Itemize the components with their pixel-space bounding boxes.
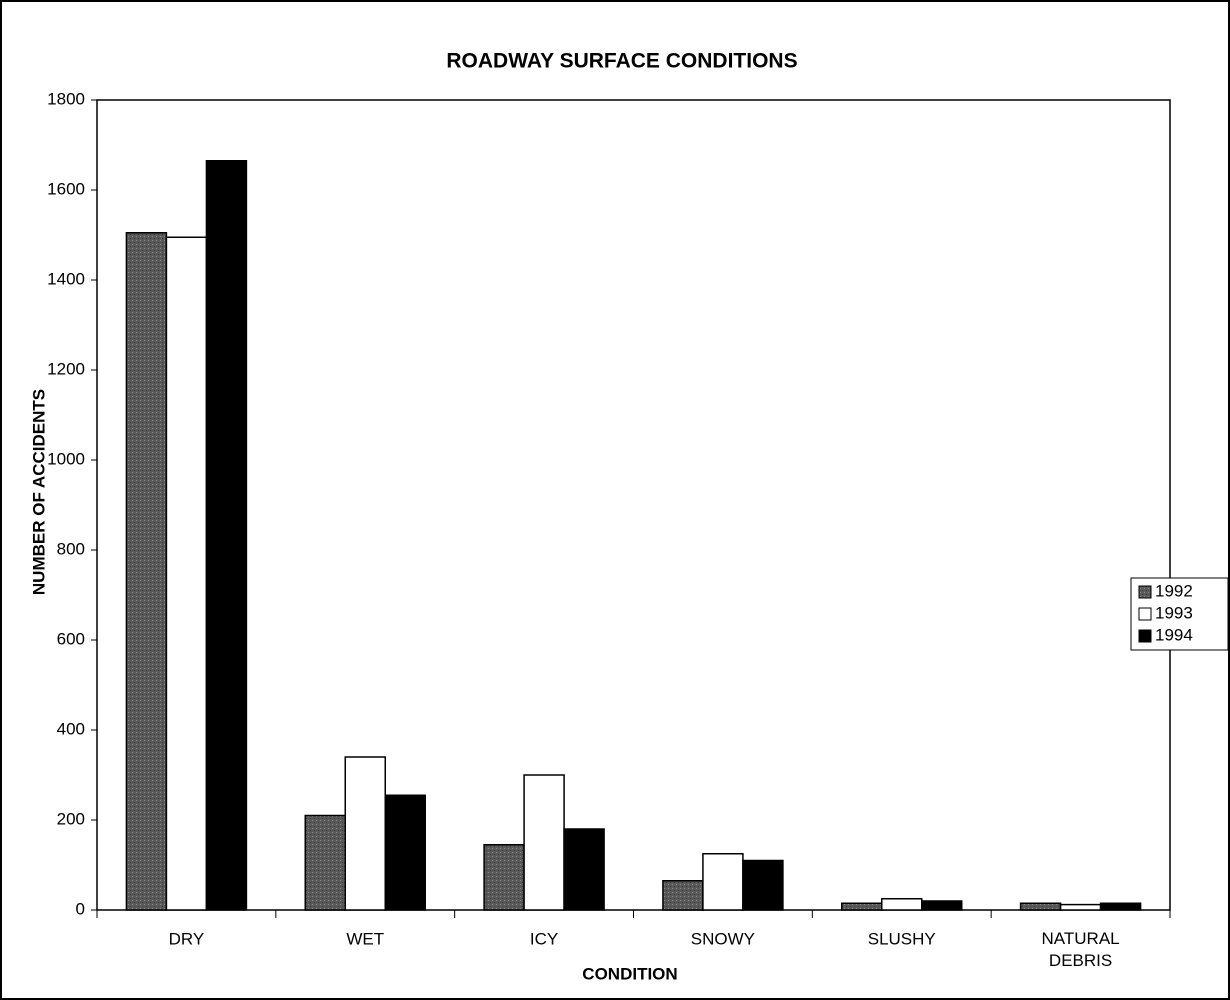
bar xyxy=(881,898,923,911)
bar xyxy=(742,859,784,911)
legend-label: 1992 xyxy=(1155,581,1193,600)
bar xyxy=(702,853,744,911)
x-tick-label: NATURAL DEBRIS xyxy=(1042,929,1120,970)
plot-area xyxy=(96,99,1171,911)
bar xyxy=(125,232,168,911)
bar xyxy=(662,880,704,911)
y-tick-label: 0 xyxy=(76,899,85,918)
y-tick-label: 1600 xyxy=(47,179,85,198)
bar xyxy=(304,814,346,911)
bar xyxy=(841,902,883,911)
legend-swatch xyxy=(1138,629,1152,643)
x-axis-label: CONDITION xyxy=(582,964,677,983)
y-tick-label: 1400 xyxy=(47,269,85,288)
x-tick-label: ICY xyxy=(530,929,558,948)
y-tick-label: 200 xyxy=(57,809,85,828)
chart-title: ROADWAY SURFACE CONDITIONS xyxy=(446,50,797,73)
bar xyxy=(1099,902,1142,911)
y-tick-label: 1800 xyxy=(47,89,85,108)
y-tick-label: 800 xyxy=(57,539,85,558)
x-tick-label: SNOWY xyxy=(691,929,755,948)
bar xyxy=(921,900,963,911)
y-tick-label: 600 xyxy=(57,629,85,648)
y-axis-label: NUMBER OF ACCIDENTS xyxy=(29,389,48,595)
legend-swatch xyxy=(1138,585,1152,599)
x-tick-label: SLUSHY xyxy=(868,929,936,948)
y-tick-label: 1200 xyxy=(47,359,85,378)
y-tick-label: 1000 xyxy=(47,449,85,468)
bar xyxy=(1019,902,1062,911)
legend-label: 1994 xyxy=(1155,625,1193,644)
bar xyxy=(563,828,605,911)
bar xyxy=(1059,903,1102,911)
y-tick-label: 400 xyxy=(57,719,85,738)
legend-swatch xyxy=(1138,607,1152,621)
x-tick-label: WET xyxy=(346,929,384,948)
bar xyxy=(483,844,525,911)
bar xyxy=(165,236,208,911)
bar xyxy=(523,774,565,911)
x-tick-label: DRY xyxy=(169,929,205,948)
bar xyxy=(205,160,248,911)
bar xyxy=(384,794,426,911)
legend-label: 1993 xyxy=(1155,603,1193,622)
bar xyxy=(344,756,386,911)
